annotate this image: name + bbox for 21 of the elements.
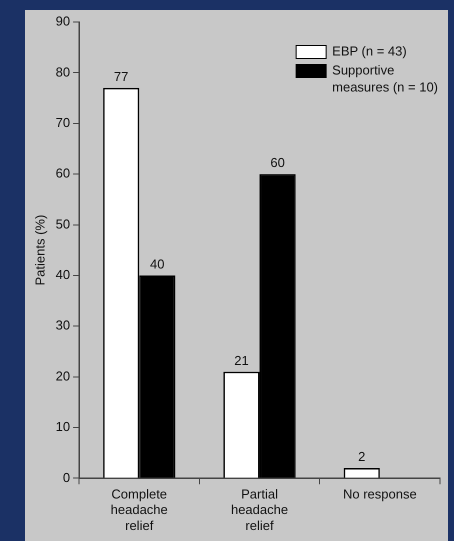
y-tick-label: 10: [56, 419, 70, 434]
data-label: 21: [234, 352, 249, 368]
y-tick-label: 60: [56, 166, 70, 181]
y-axis-title: Patients (%): [32, 214, 48, 286]
x-tick-label: Partial headache relief: [230, 486, 288, 533]
data-label: 40: [150, 256, 164, 272]
data-label: 60: [270, 155, 285, 170]
legend-label: EBP (n = 43): [332, 44, 407, 59]
data-label: 77: [114, 68, 128, 84]
y-tick-label: 20: [56, 368, 70, 384]
y-tick-label: 0: [62, 470, 70, 485]
x-tick-label: Complete headache relief: [110, 486, 168, 533]
y-tick-label: 90: [56, 14, 70, 29]
legend-label: Supportive measures (n = 10): [332, 62, 438, 95]
y-tick-label: 80: [56, 64, 70, 80]
y-tick-label: 40: [56, 267, 70, 282]
y-tick-label: 70: [56, 114, 70, 130]
y-tick-label: 50: [56, 216, 70, 232]
y-tick-label: 30: [56, 318, 70, 333]
data-label: 2: [358, 449, 366, 464]
x-tick-label: No response: [342, 486, 417, 502]
